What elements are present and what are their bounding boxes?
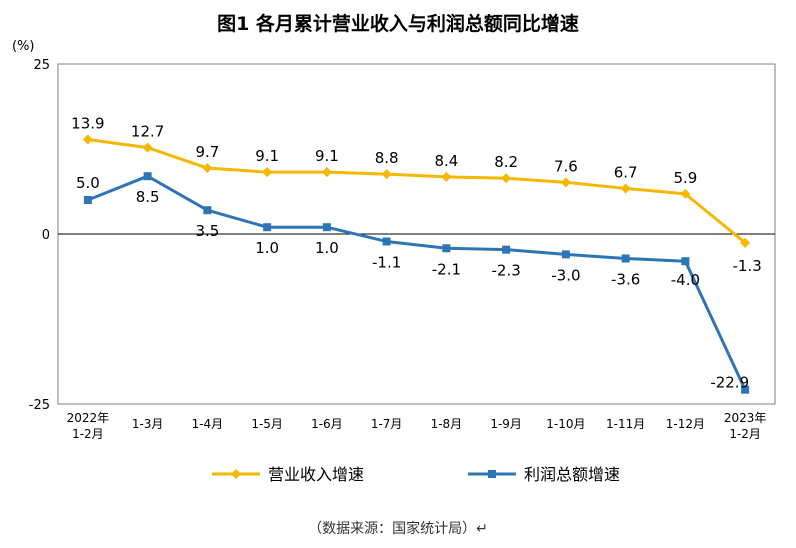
series-point-1	[740, 237, 751, 248]
data-label-2: 8.5	[136, 188, 160, 206]
data-label-2: 1.0	[315, 239, 339, 257]
series-point-1	[381, 169, 392, 180]
data-label-2: -3.6	[611, 270, 640, 288]
series-point-2	[621, 254, 630, 263]
x-tick-label: 1-11月	[606, 417, 645, 431]
data-label-2: 1.0	[255, 239, 279, 257]
data-label-2: -3.0	[551, 266, 580, 284]
data-label-1: 9.7	[195, 143, 219, 161]
data-label-1: -1.3	[732, 257, 761, 275]
y-tick-label: -25	[29, 398, 50, 413]
series-point-1	[501, 173, 512, 184]
y-axis-unit: (%)	[12, 39, 35, 54]
series-point-1	[321, 167, 332, 178]
series-point-1	[142, 142, 153, 153]
series-point-2	[322, 223, 331, 232]
series-point-2	[502, 245, 511, 254]
legend-marker	[231, 469, 241, 479]
x-tick-label: 1-9月	[490, 417, 522, 431]
legend-marker	[488, 470, 496, 478]
x-tick-label: 1-10月	[546, 417, 585, 431]
series-point-2	[382, 237, 391, 246]
series-point-2	[741, 385, 750, 394]
series-point-2	[83, 196, 92, 204]
series-point-2	[681, 257, 690, 266]
data-label-1: 8.8	[375, 149, 399, 167]
x-tick-label: 1-6月	[311, 417, 343, 431]
x-tick-label: 1-5月	[251, 417, 283, 431]
y-tick-label: 25	[33, 58, 50, 73]
data-label-1: 6.7	[614, 163, 638, 181]
legend-label: 利润总额增速	[524, 465, 620, 484]
data-label-1: 8.2	[494, 153, 518, 171]
x-tick-label: 1-7月	[371, 417, 403, 431]
series-point-2	[561, 250, 570, 259]
series-point-2	[203, 206, 212, 215]
data-label-2: -4.0	[671, 271, 700, 289]
data-label-1: 13.9	[71, 114, 104, 132]
x-tick-label: 1-12月	[666, 417, 705, 431]
data-label-2: 3.5	[195, 222, 219, 240]
x-tick-label: 2022年	[67, 411, 110, 425]
series-line-2	[87, 174, 747, 391]
data-label-2: 5.0	[76, 174, 100, 192]
data-label-2: -2.3	[491, 262, 520, 280]
legend-label: 营业收入增速	[268, 465, 364, 484]
data-label-1: 9.1	[255, 147, 279, 165]
chart-title: 图1 各月累计营业收入与利润总额同比增速	[217, 12, 579, 35]
series-point-2	[442, 244, 451, 253]
data-label-2: -1.1	[372, 253, 401, 271]
series-point-1	[202, 163, 213, 174]
series-point-1	[620, 183, 631, 194]
series-point-1	[680, 188, 691, 199]
y-tick-label: 0	[42, 228, 50, 243]
x-tick-label: 1-2月	[729, 427, 761, 441]
x-tick-label: 1-2月	[72, 427, 104, 441]
data-label-2: -22.9	[710, 374, 749, 392]
x-tick-label: 1-4月	[192, 417, 224, 431]
x-tick-label: 1-8月	[431, 417, 463, 431]
x-tick-label: 1-3月	[132, 417, 164, 431]
series-point-1	[262, 167, 273, 178]
data-label-1: 9.1	[315, 147, 339, 165]
source-note: （数据来源：国家统计局）↵	[308, 520, 488, 537]
series-point-1	[560, 177, 571, 188]
x-tick-label: 2023年	[724, 411, 767, 425]
data-label-1: 12.7	[131, 123, 164, 141]
data-label-1: 7.6	[554, 157, 578, 175]
series-point-1	[441, 171, 452, 182]
data-label-1: 5.9	[673, 169, 697, 187]
data-label-1: 8.4	[434, 152, 458, 170]
series-point-2	[143, 172, 152, 181]
series-point-1	[82, 134, 93, 145]
data-label-2: -2.1	[432, 260, 461, 278]
series-line-1	[87, 137, 747, 245]
series-point-2	[263, 223, 272, 232]
